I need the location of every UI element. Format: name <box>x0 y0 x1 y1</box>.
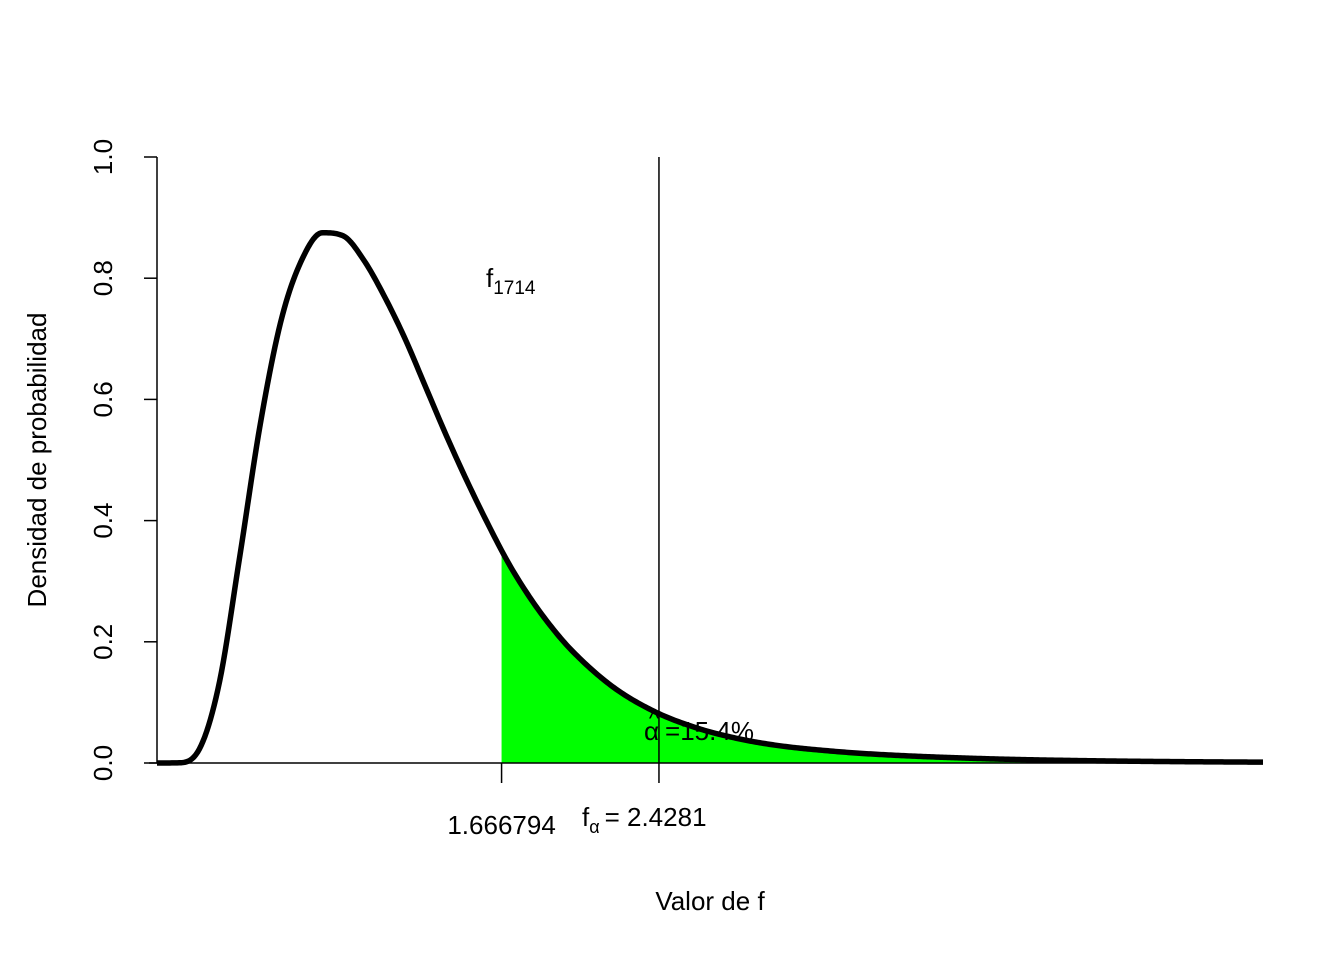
alpha-hat-mark: ^ <box>649 706 660 731</box>
y-tick-label: 0.4 <box>88 503 118 539</box>
observed-value-label: 1.666794 <box>447 810 555 840</box>
y-tick-label: 0.8 <box>88 260 118 296</box>
y-tick-label: 0.0 <box>88 745 118 781</box>
density-curve <box>156 230 1264 766</box>
y-tick-label: 1.0 <box>88 139 118 175</box>
curve-label: f1714 <box>486 263 536 299</box>
alpha-label: α =15.4% <box>644 716 754 746</box>
critical-value-label: fα = 2.4281 <box>582 802 707 837</box>
curve-label-sub: 1714 <box>493 278 536 299</box>
curve-label-main: f <box>486 263 494 293</box>
alpha-symbol: α <box>644 716 659 746</box>
y-tick-label: 0.2 <box>88 624 118 660</box>
critical-label-main: f <box>582 802 590 832</box>
alpha-value: =15.4% <box>665 716 754 746</box>
y-tick-label: 0.6 <box>88 381 118 417</box>
curve-layer <box>156 230 1264 766</box>
shaded-area-layer <box>501 550 1263 763</box>
shaded-tail-area <box>501 550 1263 763</box>
critical-label-sub: α <box>589 817 599 837</box>
y-ticks: 0.0 0.2 0.4 0.6 0.8 1.0 <box>88 139 157 781</box>
critical-label-value: = 2.4281 <box>605 802 707 832</box>
y-axis-title: Densidad de probabilidad <box>22 313 52 608</box>
x-axis-title: Valor de f <box>655 886 765 916</box>
